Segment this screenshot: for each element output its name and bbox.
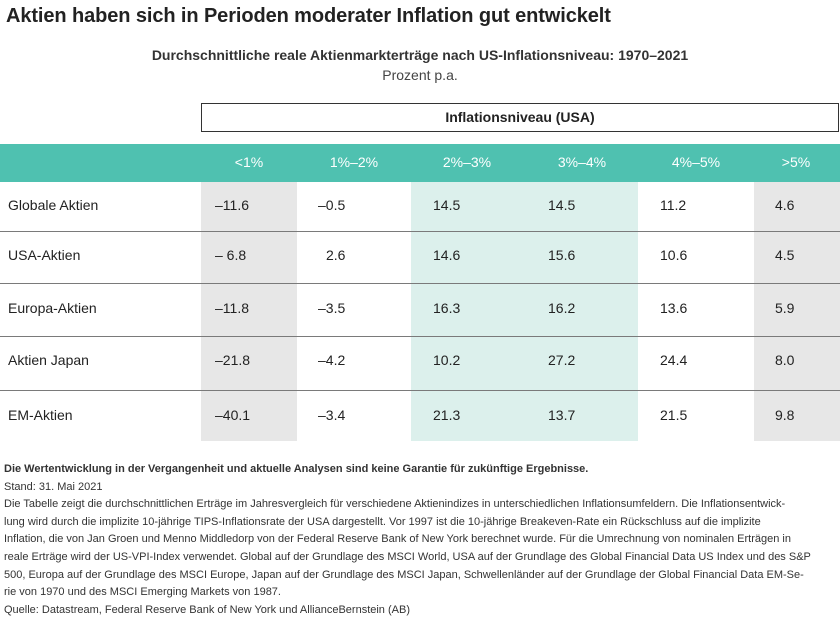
table-cell: 15.6 xyxy=(548,247,576,263)
source-line: Quelle: Datastream, Federal Reserve Bank… xyxy=(4,603,410,616)
table-cell: 21.3 xyxy=(433,407,461,423)
table-cell: 16.3 xyxy=(433,300,461,316)
column-header-bar xyxy=(0,144,840,182)
table-cell: 13.7 xyxy=(548,407,576,423)
row-label: EM-Aktien xyxy=(8,407,73,423)
table-cell: –0.5 xyxy=(318,197,346,213)
table-cell: –4.2 xyxy=(318,352,346,368)
chart-subtitle: Durchschnittliche reale Aktienmarkterträ… xyxy=(151,47,689,63)
band-2-to-4pct xyxy=(411,182,638,441)
table-cell: 21.5 xyxy=(660,407,688,423)
column-header: 4%–5% xyxy=(671,154,721,170)
row-divider xyxy=(0,336,840,337)
inflation-group-header: Inflationsniveau (USA) xyxy=(201,103,839,132)
footnotes: Die Wertentwicklung in der Vergangenheit… xyxy=(4,461,836,619)
table-cell: 24.4 xyxy=(660,352,688,368)
table-cell: –11.6 xyxy=(215,197,249,213)
table-cell: 14.5 xyxy=(548,197,576,213)
table-cell: 16.2 xyxy=(548,300,576,316)
table-cell: –40.1 xyxy=(215,407,251,423)
column-header: >5% xyxy=(781,154,811,170)
band-above-5pct xyxy=(754,182,840,441)
as-of-date: Stand: 31. Mai 2021 xyxy=(4,480,103,493)
column-header: <1% xyxy=(234,154,264,170)
band-below-1pct xyxy=(201,182,297,441)
table-cell: 4.5 xyxy=(775,247,795,263)
table-cell: 11.2 xyxy=(660,197,687,213)
table-cell: 8.0 xyxy=(775,352,795,368)
note-line: reale Erträge wird der US-VPI-Index verw… xyxy=(4,550,811,563)
row-label: Europa-Aktien xyxy=(8,300,97,316)
table-cell: –3.4 xyxy=(318,407,346,423)
table-cell: –11.8 xyxy=(215,300,249,316)
table-cell: 10.2 xyxy=(433,352,461,368)
row-label: USA-Aktien xyxy=(8,247,81,263)
table-cell: –3.5 xyxy=(318,300,346,316)
disclaimer: Die Wertentwicklung in der Vergangenheit… xyxy=(4,463,589,475)
column-header: 1%–2% xyxy=(329,154,379,170)
note-line: rie von 1970 und des MSCI Emerging Marke… xyxy=(4,586,281,599)
table-cell: 10.6 xyxy=(660,247,688,263)
column-header: 2%–3% xyxy=(442,154,492,170)
table-cell: 14.6 xyxy=(433,247,461,263)
page-title: Aktien haben sich in Perioden moderater … xyxy=(6,5,611,27)
table-cell: 9.8 xyxy=(775,407,795,423)
note-line: Inflation, die von Jan Groen und Menno M… xyxy=(4,533,791,546)
table-cell: 27.2 xyxy=(548,352,576,368)
note-line: 500, Europa auf der Grundlage des MSCI E… xyxy=(4,568,804,581)
note-line: lung wird durch die implizite 10-jährige… xyxy=(4,515,761,528)
row-divider xyxy=(0,231,840,232)
row-label: Aktien Japan xyxy=(8,352,89,368)
column-header: 3%–4% xyxy=(557,154,607,170)
row-divider xyxy=(0,283,840,284)
row-label: Globale Aktien xyxy=(8,197,99,213)
table-cell: – 6.8 xyxy=(215,247,247,263)
note-line: Die Tabelle zeigt die durchschnittlichen… xyxy=(4,498,786,511)
row-divider xyxy=(0,390,840,391)
table-cell: 4.6 xyxy=(775,197,795,213)
table-cell: 2.6 xyxy=(326,247,346,263)
table-cell: –21.8 xyxy=(215,352,251,368)
unit-label: Prozent p.a. xyxy=(382,67,458,83)
table-cell: 14.5 xyxy=(433,197,461,213)
table-cell: 5.9 xyxy=(775,300,795,316)
table-cell: 13.6 xyxy=(660,300,688,316)
